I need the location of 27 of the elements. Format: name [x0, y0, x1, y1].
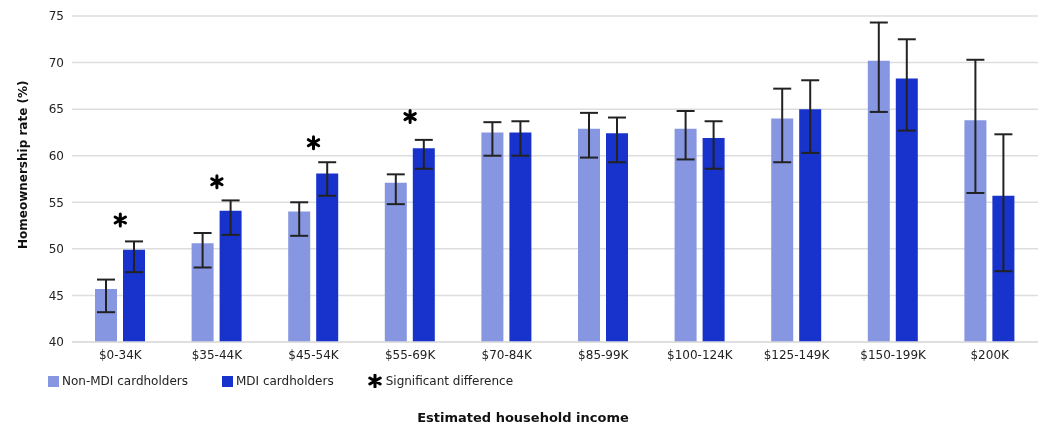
x-axis-title: Estimated household income: [416, 410, 630, 425]
x-tick-label: $85-99K: [578, 347, 630, 362]
x-tick-label: $55-69K: [384, 347, 437, 362]
legend-label: Significant difference: [385, 374, 514, 388]
x-tick-label: $45-54K: [288, 347, 340, 362]
y-tick-label: 60: [48, 148, 64, 163]
x-tick-label: $0-34K: [98, 347, 143, 362]
point: [210, 174, 224, 190]
point: [306, 135, 321, 151]
point: [403, 109, 417, 125]
y-tick-label: 70: [48, 55, 64, 70]
y-tick-label: 45: [48, 288, 64, 303]
legend-label: Non-MDI cardholders: [62, 374, 188, 388]
x-tick-label: $150-199K: [860, 347, 928, 362]
x-tick-label: $70-84K: [481, 347, 534, 362]
y-axis-title: Homeownership rate (%): [16, 80, 31, 249]
x-tick-label: $200K: [970, 347, 1011, 362]
y-tick-label: 65: [48, 102, 64, 117]
y-tick-label: 40: [48, 335, 64, 350]
point: [113, 212, 127, 228]
x-tick-label: $125-149K: [763, 347, 831, 362]
x-tick-label: $35-44K: [191, 347, 244, 362]
y-tick-label: 75: [48, 9, 64, 24]
y-tick-label: 55: [48, 195, 64, 210]
x-tick-label: $100-124K: [667, 347, 734, 362]
legend-label: MDI cardholders: [235, 374, 334, 388]
y-tick-label: 50: [48, 242, 64, 257]
